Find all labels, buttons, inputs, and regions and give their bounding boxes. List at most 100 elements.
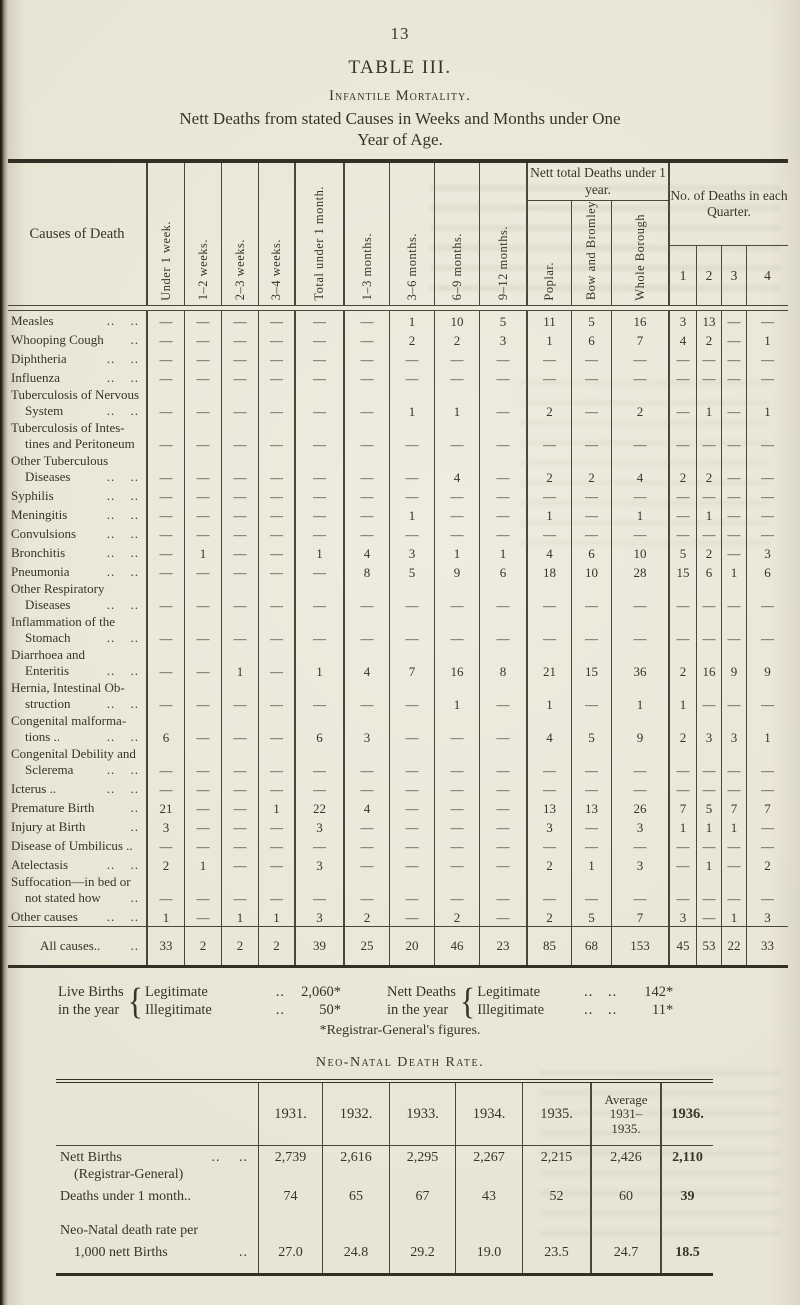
dot-leader: .. .. [106, 908, 139, 924]
neonatal-header-row: 1931. 1932. 1933. 1934. 1935. Average 193… [56, 1083, 713, 1147]
empty-value-dash: — [185, 746, 222, 780]
cause-text: tines and Peritoneum [25, 435, 135, 451]
empty-value-dash: — [612, 779, 670, 799]
empty-value-dash: — [612, 486, 670, 506]
empty-value-dash: — [296, 486, 345, 506]
death-count: 1 [185, 855, 222, 875]
table-row: Inflammation of the Stomach.. .. — — — — — — — — —… [8, 614, 788, 648]
death-count: 2 [572, 453, 612, 487]
empty-value-dash: — [148, 614, 185, 648]
neonatal-value: 65 [323, 1183, 390, 1206]
death-count: 2 [764, 858, 771, 874]
empty-value-dash: — [390, 836, 435, 856]
death-count: 7 [612, 907, 670, 927]
empty-value-dash: — [670, 855, 697, 875]
neonatal-death-rate-table: 1931. 1932. 1933. 1934. 1935. Average 193… [56, 1079, 713, 1277]
empty-value-dash: — [222, 505, 259, 525]
cause-text: Other Respiratory [11, 581, 105, 597]
neonatal-value: 24.7 [592, 1239, 662, 1262]
empty-value-dash: — [697, 581, 722, 615]
table-row: Other Tuberculous Diseases.. .. — — — — — — —4—2… [8, 453, 788, 487]
vital-stat-name: Illegitimate [145, 1002, 212, 1019]
death-count: 4 [345, 798, 390, 818]
neonatal-value: 2,215 [523, 1146, 592, 1167]
cause-text: Influenza [11, 369, 61, 385]
empty-value-dash: — [528, 349, 572, 369]
death-count: 3 [764, 546, 771, 562]
death-count: 45 [670, 927, 697, 966]
cause-text: Injury at Birth [11, 818, 86, 834]
empty-value-dash: — [390, 817, 435, 837]
empty-value-dash: — [222, 453, 259, 487]
death-count: 39 [296, 927, 345, 966]
empty-value-dash: — [222, 581, 259, 615]
death-count: 7 [670, 798, 697, 818]
empty-value-dash: — [345, 581, 390, 615]
neonatal-value: 60 [592, 1183, 662, 1206]
death-count: 1 [764, 333, 771, 349]
death-count: 85 [528, 927, 572, 966]
dot-leader: .. .. [106, 487, 139, 503]
death-count: 1 [222, 647, 259, 681]
dot-leader: .. [239, 1245, 248, 1261]
empty-value-dash: — [345, 855, 390, 875]
vital-stat-row: Illegitimate .. .. 11* [477, 1001, 673, 1019]
empty-value-dash: — [222, 420, 259, 454]
empty-value-dash: — [222, 387, 259, 421]
death-count: 3 [670, 311, 697, 331]
col-header-1936: 1936. [671, 1106, 704, 1123]
death-count: 1 [296, 543, 345, 563]
empty-value-dash: — [222, 817, 259, 837]
empty-value-dash: — [572, 680, 612, 714]
empty-value-dash: — [480, 368, 528, 388]
empty-value-dash: — [259, 680, 296, 714]
empty-value-dash: — [480, 713, 528, 747]
neonatal-table-row: Deaths under 1 month.. 74 65 67 43 52 60 39 [56, 1183, 713, 1206]
table-row: Other Respiratory Diseases.. .. — — — — — — — — — —… [8, 581, 788, 615]
death-count: 2 [435, 907, 480, 927]
cause-label: Diarrhoea and Enteritis .. .. [8, 647, 148, 681]
death-count: 1 [259, 907, 296, 927]
empty-value-dash: — [259, 543, 296, 563]
death-count: 68 [572, 927, 612, 966]
neonatal-value: 18.5 [675, 1245, 700, 1261]
empty-value-dash: — [572, 349, 612, 369]
neonatal-value: 19.0 [456, 1239, 523, 1262]
death-count: 1 [222, 907, 259, 927]
page-binding-edge [0, 0, 8, 1305]
empty-value-dash: — [345, 779, 390, 799]
empty-value-dash: — [222, 330, 259, 350]
empty-value-dash: — [259, 713, 296, 747]
empty-value-dash: — [670, 505, 697, 525]
neonatal-value: 67 [390, 1183, 456, 1206]
empty-value-dash: — [722, 311, 747, 331]
empty-value-dash: — [697, 368, 722, 388]
empty-value-dash: — [435, 713, 480, 747]
empty-value-dash: — [761, 763, 774, 779]
neonatal-empty-cell [390, 1166, 456, 1184]
death-count: 46 [435, 927, 480, 966]
empty-value-dash: — [222, 349, 259, 369]
empty-value-dash: — [722, 486, 747, 506]
death-count: 3 [670, 907, 697, 927]
cause-label: Suffocation—in bed or not stated how.. [8, 874, 148, 908]
empty-value-dash: — [222, 543, 259, 563]
empty-value-dash: — [722, 524, 747, 544]
neonatal-table-row: 1,000 nett Births.. 27.0 24.8 29.2 19.0 23.5 2… [56, 1239, 713, 1262]
cause-text: Diphtheria [11, 350, 67, 366]
table-row: Pneumonia.. .. — — — — —8 5 9 6 18 10 28 15 6 1 6 [8, 562, 788, 582]
table-row: Influenza.. .. — — — — — — — — — — — — — — — — [8, 368, 788, 388]
death-count: 6 [764, 565, 771, 581]
cause-label: Atelectasis .. .. [8, 855, 148, 875]
neonatal-value: 2,267 [456, 1146, 523, 1167]
empty-value-dash: — [761, 470, 774, 486]
empty-value-dash: — [390, 368, 435, 388]
cause-label: Syphilis .. .. [8, 486, 148, 506]
empty-value-dash: — [480, 798, 528, 818]
col-header-1933: 1933. [390, 1083, 456, 1146]
cause-text: Convulsions [11, 525, 77, 541]
table-row: Syphilis.. .. — — — — — — — — — — — — — — — — [8, 486, 788, 506]
empty-value-dash: — [222, 874, 259, 908]
empty-value-dash: — [722, 680, 747, 714]
empty-value-dash: — [185, 680, 222, 714]
